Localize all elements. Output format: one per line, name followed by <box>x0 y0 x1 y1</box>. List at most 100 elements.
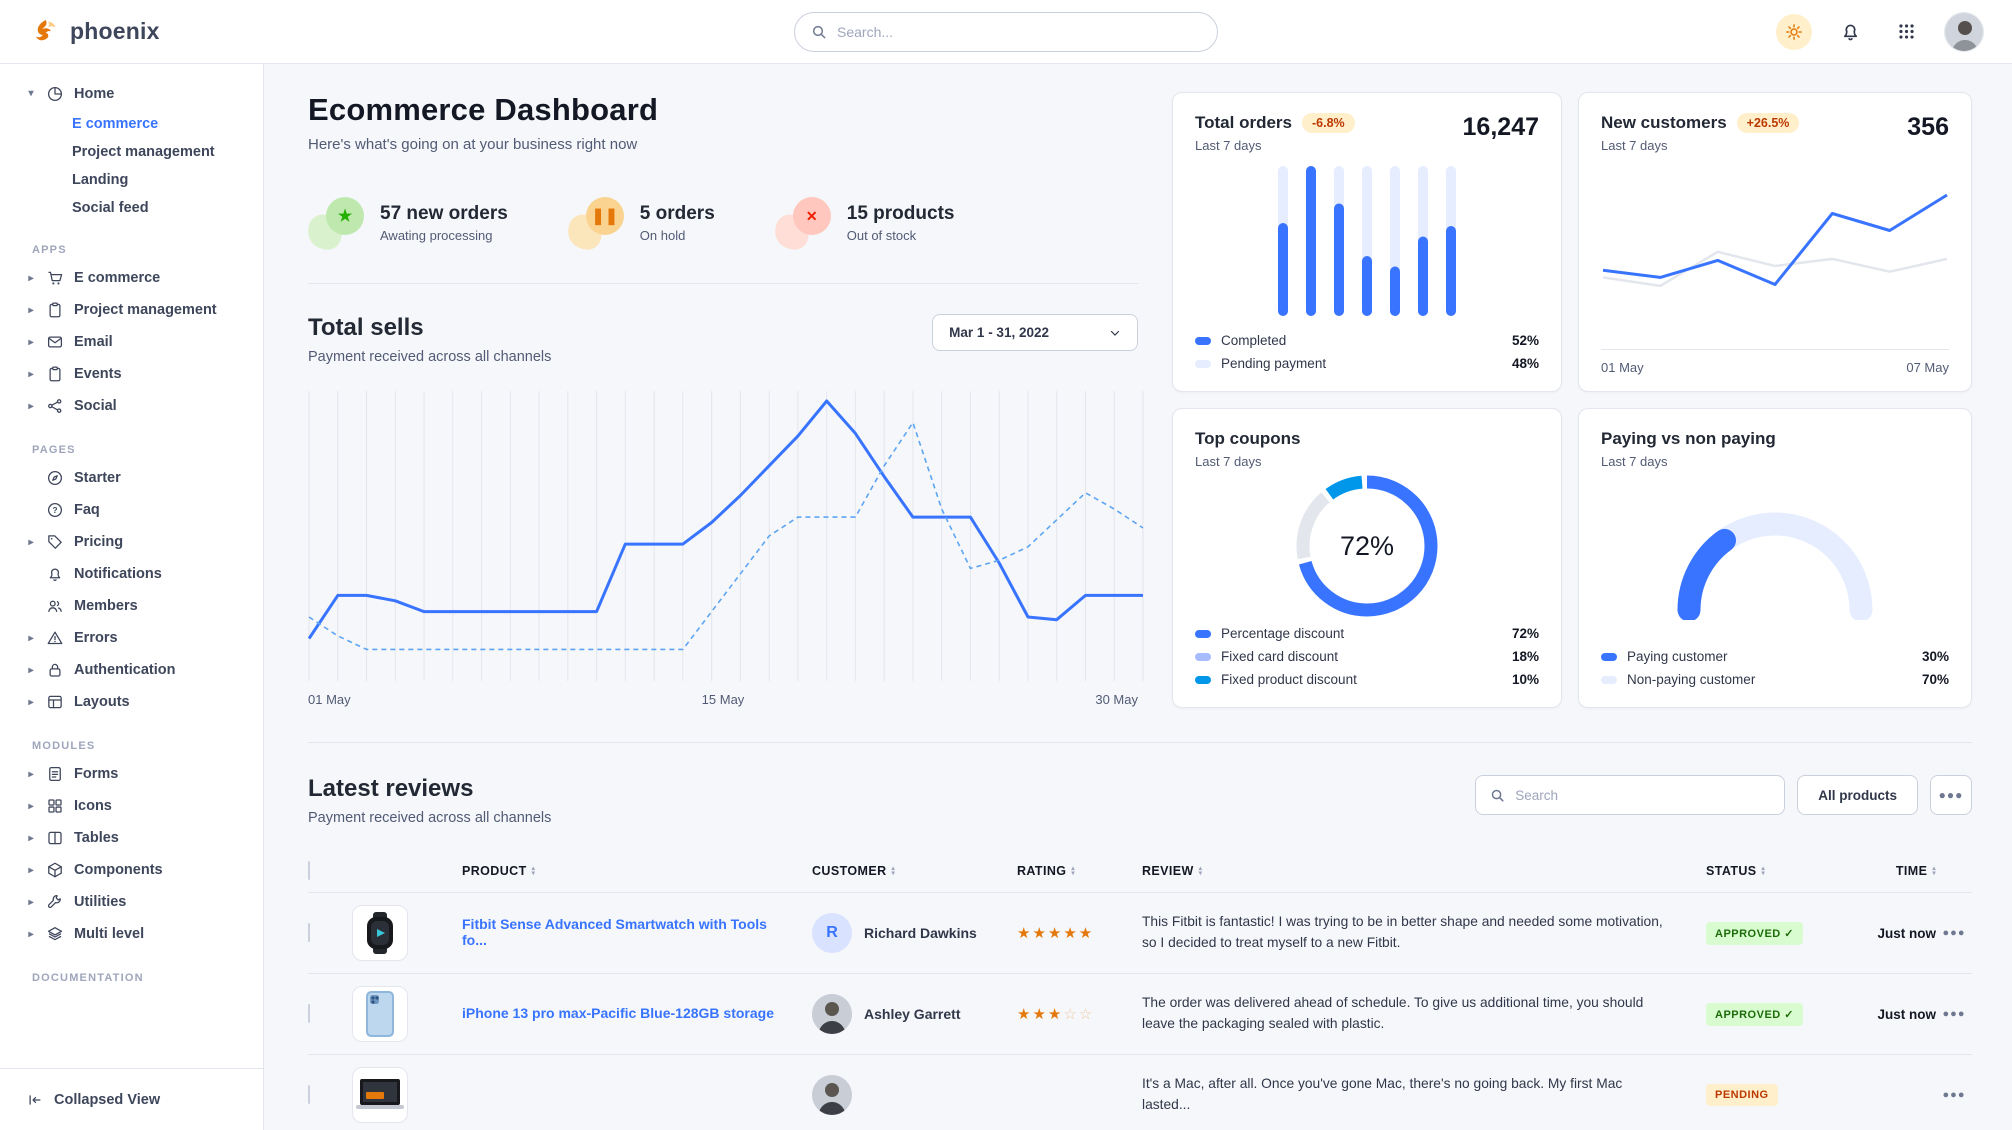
select-all-checkbox[interactable] <box>308 861 310 880</box>
sidebar-item-components[interactable]: ▸ Components <box>8 854 255 886</box>
sidebar-item-project-management[interactable]: Project management <box>72 144 215 160</box>
sidebar-item-e-commerce[interactable]: ▸ E commerce <box>8 262 255 294</box>
brand-logo[interactable]: phoenix <box>30 17 160 47</box>
user-avatar[interactable] <box>1944 11 1984 52</box>
product-link[interactable]: iPhone 13 pro max-Pacific Blue-128GB sto… <box>462 1005 774 1021</box>
column-header-time[interactable]: TIME ▴ ▾ <box>1895 864 1936 878</box>
reviews-search-input[interactable] <box>1515 787 1771 803</box>
review-row: Fitbit Sense Advanced Smartwatch with To… <box>308 893 1972 974</box>
legend-swatch <box>1601 675 1617 684</box>
product-thumbnail[interactable] <box>352 986 408 1042</box>
app-shell: ▾ Home E commerce Project management Landing… <box>0 64 2012 1130</box>
bell-icon <box>49 568 61 582</box>
row-actions-button[interactable]: ●●● <box>1942 927 1966 939</box>
column-header-product[interactable]: PRODUCT ▴ ▾ <box>462 864 536 878</box>
product-thumbnail[interactable] <box>352 905 408 961</box>
x-tick: 30 May <box>1095 692 1138 707</box>
column-header-customer[interactable]: CUSTOMER ▴ ▾ <box>812 864 896 878</box>
sidebar-item-events[interactable]: ▸ Events <box>8 358 255 390</box>
x-icon: ✕ <box>792 197 831 235</box>
reviews-more-button[interactable]: ●●● <box>1930 775 1972 815</box>
orders-legend-row: Completed 52% <box>1195 329 1539 352</box>
new-customers-line-chart <box>1601 153 1949 345</box>
row-checkbox[interactable] <box>308 1085 310 1104</box>
svg-text:72%: 72% <box>1340 531 1394 561</box>
caret-right-icon: ▸ <box>28 664 34 676</box>
sidebar-item-layouts[interactable]: ▸ Layouts <box>8 686 255 718</box>
all-products-button[interactable]: All products <box>1797 775 1918 815</box>
sort-icon[interactable]: ▴ ▾ <box>1761 865 1766 877</box>
review-row: It's a Mac, after all. Once you've gone … <box>308 1055 1972 1130</box>
sidebar-item-project-management[interactable]: ▸ Project management <box>8 294 255 326</box>
sidebar-item-errors[interactable]: ▸ Errors <box>8 622 255 654</box>
sort-icon[interactable]: ▴ ▾ <box>1198 865 1203 877</box>
new-customers-x-axis: 01 May 07 May <box>1601 349 1949 375</box>
sidebar-item-tables[interactable]: ▸ Tables <box>8 822 255 854</box>
sidebar-item-utilities[interactable]: ▸ Utilities <box>8 886 255 918</box>
coupons-legend-row: Percentage discount 72% <box>1195 622 1539 645</box>
sort-icon[interactable]: ▴ ▾ <box>1071 865 1076 877</box>
sun-icon <box>1786 23 1802 40</box>
sidebar-item-authentication[interactable]: ▸ Authentication <box>8 654 255 686</box>
row-checkbox[interactable] <box>308 1004 310 1023</box>
top-coupons-donut-chart: 72% <box>1195 469 1539 622</box>
global-search-input[interactable] <box>837 23 1201 40</box>
row-checkbox[interactable] <box>308 923 310 942</box>
sidebar-item-pricing[interactable]: ▸ Pricing <box>8 526 255 558</box>
review-time: Just now <box>1877 1006 1936 1022</box>
sort-icon[interactable]: ▴ ▾ <box>891 865 896 877</box>
new-customers-card: New customers +26.5% Last 7 days 356 01 … <box>1578 92 1972 392</box>
reviews-subtitle: Payment received across all channels <box>308 810 552 826</box>
top-navbar: phoenix <box>0 0 2012 64</box>
sidebar-item-email[interactable]: ▸ Email <box>8 326 255 358</box>
caret-right-icon: ▸ <box>28 336 34 348</box>
sidebar-item-icons[interactable]: ▸ Icons <box>8 790 255 822</box>
layout-icon <box>48 695 62 709</box>
sidebar-item-notifications[interactable]: Notifications <box>8 558 255 590</box>
sort-icon[interactable]: ▴ ▾ <box>1932 865 1936 877</box>
sidebar-item-forms[interactable]: ▸ Forms <box>8 758 255 790</box>
date-range-select[interactable]: Mar 1 - 31, 2022 <box>932 314 1138 351</box>
navbar-actions <box>1776 11 1984 52</box>
phone-thumb <box>366 991 394 1037</box>
sort-icon[interactable]: ▴ ▾ <box>531 865 536 877</box>
date-range-value: Mar 1 - 31, 2022 <box>949 325 1049 340</box>
sidebar-item-members[interactable]: Members <box>8 590 255 622</box>
row-actions-button[interactable]: ●●● <box>1942 1089 1966 1101</box>
sidebar-item-landing[interactable]: Landing <box>72 172 129 188</box>
cart-icon <box>48 271 63 285</box>
sidebar-item-social[interactable]: ▸ Social <box>8 390 255 422</box>
new-customers-value: 356 <box>1907 113 1949 141</box>
sidebar-item-starter[interactable]: Starter <box>8 462 255 494</box>
customer-avatar-photo <box>812 1075 852 1115</box>
sidebar-item-social-feed[interactable]: Social feed <box>72 200 149 216</box>
column-header-review[interactable]: REVIEW ▴ ▾ <box>1142 864 1203 878</box>
sidebar-section-label: PAGES <box>32 444 76 456</box>
box-icon <box>48 862 62 878</box>
sidebar-item-home[interactable]: ▾ Home <box>8 78 255 110</box>
caret-right-icon: ▸ <box>28 928 34 940</box>
notifications-button[interactable] <box>1832 14 1868 50</box>
stat-value: 15 products <box>846 203 955 224</box>
legend-label: Fixed product discount <box>1221 672 1357 687</box>
column-header-rating[interactable]: RATING ▴ ▾ <box>1017 864 1076 878</box>
top-coupons-legend: Percentage discount 72% Fixed card discoun… <box>1195 622 1539 691</box>
sidebar-item-multi-level[interactable]: ▸ Multi level <box>8 918 255 950</box>
caret-right-icon: ▸ <box>28 304 34 316</box>
sidebar-item-faq[interactable]: ? Faq <box>8 494 255 526</box>
apps-menu-button[interactable] <box>1888 14 1924 50</box>
sidebar-item-e-commerce[interactable]: E commerce <box>72 116 159 132</box>
theme-toggle-button[interactable] <box>1776 13 1812 50</box>
product-link[interactable]: Fitbit Sense Advanced Smartwatch with To… <box>462 916 767 948</box>
column-header-status[interactable]: STATUS ▴ ▾ <box>1706 864 1766 878</box>
product-thumbnail[interactable] <box>352 1067 408 1123</box>
users-icon <box>48 600 62 613</box>
sidebar-section-label: DOCUMENTATION <box>32 972 144 984</box>
card-period: Last 7 days <box>1195 138 1262 153</box>
card-period: Last 7 days <box>1601 138 1668 153</box>
row-actions-button[interactable]: ●●● <box>1942 1008 1966 1020</box>
collapse-sidebar-button[interactable]: Collapsed View <box>0 1068 263 1130</box>
mail-icon <box>47 336 63 348</box>
customer-name: Richard Dawkins <box>864 925 977 941</box>
